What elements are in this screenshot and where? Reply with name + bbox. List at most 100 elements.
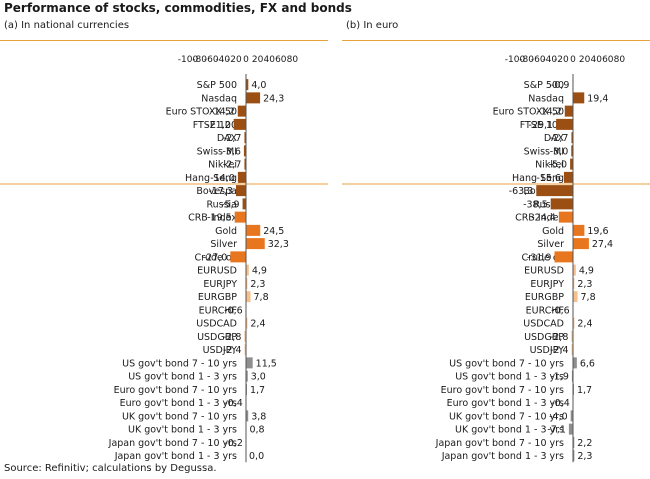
bar [244,344,246,356]
category-label: Crude oil [194,252,237,263]
bar [571,330,573,342]
x-tick-label: -80 [519,55,534,65]
data-label: 2,3 [577,279,592,290]
data-label: 7,8 [581,292,596,303]
x-tick-label: -80 [192,55,207,65]
data-label: 0,0 [249,451,264,462]
data-label: -2,8 [550,332,569,343]
category-label: Japan gov't bond 7 - 10 yrs [435,438,564,449]
category-label: S&P 500 [524,80,564,91]
x-tick-label: 40 [263,55,275,65]
data-label: 4,9 [252,266,267,277]
page-title: Performance of stocks, commodities, FX a… [4,1,352,15]
data-label: -15,6 [536,173,561,184]
bar [554,251,573,263]
category-label: S&P 500 [197,80,237,91]
data-label: -3,6 [222,146,241,157]
bar [237,171,246,183]
category-label: Swiss MI [524,146,564,157]
bar [573,92,585,104]
category-label: EURGBP [198,292,237,303]
data-label: 1,7 [577,385,592,396]
data-label: -38,5 [523,199,548,210]
bar [246,357,253,369]
data-label: -0,4 [224,398,243,409]
bar [568,423,573,435]
bar [246,92,261,104]
category-label: US gov't bond 7 - 10 yrs [449,358,564,369]
category-label: USDCAD [196,319,237,330]
category-label: Euro STOXX 50 [493,107,564,118]
category-label: CRB Index [515,213,564,224]
bar [246,291,251,303]
x-tick-label: 80 [614,55,626,65]
panel-a-rule [0,40,328,41]
data-label: -5,9 [221,199,240,210]
bar [244,132,246,144]
data-label: -14,2 [537,107,562,118]
x-tick-label: -100 [178,55,199,65]
data-label: 4,0 [251,80,266,91]
category-label: Japan gov't bond 1 - 3 yrs [441,451,564,462]
category-label: EURGBP [525,292,564,303]
data-label: 24,5 [263,226,284,237]
bar [564,105,573,117]
category-label: Nasdaq [528,93,564,104]
bar [573,436,575,448]
category-label: US gov't bond 1 - 3 yrs [128,372,237,383]
bar [573,238,589,250]
category-label: Russia [533,199,564,210]
bar [246,224,261,236]
bar [573,317,575,329]
bar [246,277,248,289]
category-label: DAX [544,133,565,144]
bar [573,224,585,236]
data-label: -3,0 [550,146,569,157]
x-tick-label: 20 [579,55,591,65]
category-label: EURCHF [199,305,237,316]
data-label: -2,7 [550,133,569,144]
x-tick-label: 60 [275,55,287,65]
x-tick-label: -40 [215,55,230,65]
bar [570,158,573,170]
bar [233,118,246,130]
data-label: -7,1 [547,425,566,436]
data-label: -0,2 [224,438,243,449]
category-label: Euro gov't bond 7 - 10 yrs [441,385,564,396]
bar [573,291,578,303]
bar [570,410,573,422]
category-label: EURCHF [526,305,564,316]
data-label: 2,3 [577,451,592,462]
category-label: US gov't bond 7 - 10 yrs [122,358,237,369]
data-label: 3,0 [251,372,266,383]
bar [244,158,246,170]
data-label: -24,4 [531,213,556,224]
source-note: Source: Refinitiv; calculations by Degus… [4,463,217,474]
bar [246,79,249,91]
category-label: Swiss MI [197,146,237,157]
bar [573,357,577,369]
bar [234,211,246,223]
bar [573,264,576,276]
category-label: Euro gov't bond 1 - 3 yrs [447,398,564,409]
data-label: -5,0 [549,160,568,171]
bar [571,132,573,144]
x-tick-label: 0 [243,55,249,65]
category-label: UK gov't bond 1 - 3 yrs [128,425,237,436]
bar [237,105,246,117]
data-label: -63,3 [509,186,534,197]
data-label: 19,6 [587,226,608,237]
category-label: USDCAD [523,319,564,330]
category-label: EURUSD [197,266,237,277]
category-label: EURJPY [530,279,564,290]
data-label: -21,2 [206,120,231,131]
bar [246,238,265,250]
category-label: Japan gov't bond 7 - 10 yrs [108,438,237,449]
category-label: Russia [206,199,237,210]
x-tick-label: 20 [252,55,264,65]
data-label: 24,3 [263,93,284,104]
bar [235,185,246,197]
data-label: -0,6 [224,305,243,316]
category-label: Nasdaq [201,93,237,104]
data-label: 3,8 [251,411,266,422]
